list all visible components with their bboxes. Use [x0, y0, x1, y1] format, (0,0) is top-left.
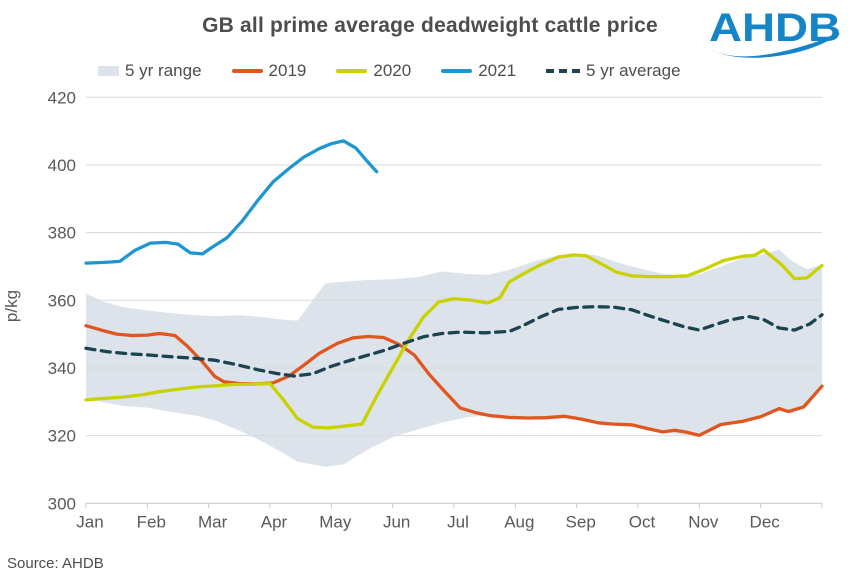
x-tick-label-apr: Apr: [261, 512, 288, 531]
legend-swatch: [231, 69, 263, 73]
source-label: Source: AHDB: [7, 555, 104, 572]
x-tick-label-jun: Jun: [383, 512, 410, 531]
legend-item-2020: 2020: [336, 61, 411, 81]
x-tick-label-jan: Jan: [76, 512, 103, 531]
y-tick-label: 420: [48, 88, 76, 107]
series-5-yr-average: [84, 305, 824, 378]
y-tick-label: 400: [48, 156, 76, 175]
x-tick-label-mar: Mar: [198, 512, 228, 531]
legend-label: 2021: [478, 61, 517, 80]
legend-label: 5 yr average: [586, 61, 681, 80]
x-tick-label-sep: Sep: [566, 512, 596, 531]
y-axis-label: p/kg: [2, 289, 22, 323]
x-tick-label-aug: Aug: [504, 512, 534, 531]
legend-item-2019: 2019: [231, 61, 307, 81]
legend-label: 2020: [373, 61, 412, 80]
ahdb-logo-wave: [709, 33, 841, 58]
x-tick-label-dec: Dec: [750, 512, 781, 531]
x-tick-label-may: May: [319, 512, 352, 531]
legend-label: 5 yr range: [125, 61, 202, 80]
chart-title: GB all prime average deadweight cattle p…: [202, 14, 658, 37]
x-tick-label-feb: Feb: [137, 512, 166, 531]
y-tick-label: 360: [48, 291, 76, 310]
series-2021: [84, 139, 379, 265]
series-2020: [84, 248, 824, 430]
legend-swatch: [336, 69, 368, 73]
legend-label: 2019: [268, 61, 307, 80]
y-tick-label: 380: [48, 224, 76, 243]
ahdb-logo: AHDB: [705, 3, 845, 65]
y-tick-label: 340: [48, 359, 76, 378]
legend-item-2021: 2021: [441, 61, 516, 81]
legend-item-5-yr-range: 5 yr range: [98, 61, 202, 81]
x-tick-label-oct: Oct: [629, 512, 656, 531]
x-tick-label-nov: Nov: [688, 512, 719, 531]
legend-item-5-yr-average: 5 yr average: [546, 61, 681, 81]
x-tick-label-jul: Jul: [447, 512, 469, 531]
chart-legend: 5 yr range 2019 2020 2021 5 yr average: [98, 61, 681, 81]
legend-swatch: [441, 69, 473, 73]
legend-swatch: [98, 66, 119, 76]
legend-swatch: [546, 69, 581, 73]
y-tick-label: 300: [48, 494, 76, 513]
range-band: [86, 249, 822, 467]
y-tick-label: 320: [48, 427, 76, 446]
